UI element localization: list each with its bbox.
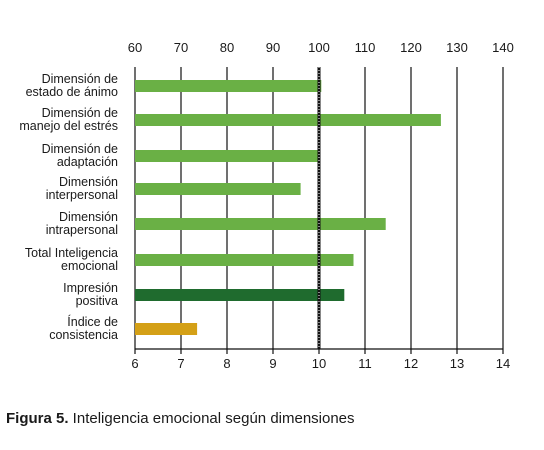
bottom-tick-label: 10 [312, 356, 326, 371]
bar [135, 114, 441, 126]
category-label: Dimensión interpersonal [46, 175, 118, 202]
bottom-tick-label: 12 [404, 356, 418, 371]
category-label: Índice de consistencia [49, 314, 118, 342]
top-tick-label: 120 [400, 40, 422, 55]
category-label: Dimensión de estado de ánimo [26, 72, 118, 99]
bottom-tick-label: 13 [450, 356, 464, 371]
figure-caption: Figura 5. Inteligencia emocional según d… [6, 410, 355, 427]
category-label: Dimensión de adaptación [42, 142, 118, 169]
category-label: Total Inteligencia emocional [25, 246, 118, 273]
top-tick-label: 60 [128, 40, 142, 55]
caption-text: Inteligencia emocional según dimensiones [68, 410, 355, 427]
category-label: Dimensión de manejo del estrés [19, 106, 118, 133]
top-tick-label: 110 [355, 40, 376, 55]
category-label: Impresión positiva [63, 281, 118, 308]
bar [135, 254, 354, 266]
bar [135, 80, 322, 92]
bar [135, 289, 345, 301]
caption-label: Figura 5. [6, 410, 69, 427]
top-tick-label: 90 [266, 40, 280, 55]
bottom-tick-label: 7 [177, 356, 184, 371]
bar [135, 183, 301, 195]
bottom-tick-label: 14 [496, 356, 510, 371]
top-tick-label: 80 [220, 40, 234, 55]
bottom-tick-label: 6 [131, 356, 138, 371]
top-tick-label: 100 [308, 40, 330, 55]
bar [135, 323, 198, 335]
category-label: Dimensión intrapersonal [46, 210, 118, 237]
bottom-tick-label: 9 [269, 356, 276, 371]
bottom-tick-label: 8 [223, 356, 230, 371]
bar [135, 218, 386, 230]
bar [135, 150, 319, 162]
bottom-tick-label: 11 [358, 356, 372, 371]
top-tick-label: 140 [492, 40, 514, 55]
top-tick-label: 70 [174, 40, 188, 55]
bar-chart: 60 70 80 90 100 110 120 130 140 6 7 8 9 10 11 12 13 14 Dim… [19, 40, 514, 371]
top-tick-label: 130 [446, 40, 468, 55]
